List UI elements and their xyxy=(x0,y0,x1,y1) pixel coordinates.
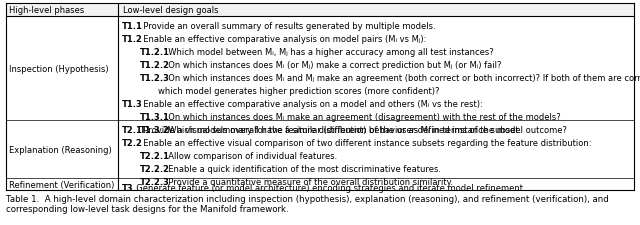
Text: T1.1: T1.1 xyxy=(122,22,143,30)
Text: Table 1.  A high-level domain characterization including inspection (hypothesis): Table 1. A high-level domain characteriz… xyxy=(6,194,609,203)
Text: corresponding low-level task designs for the Manifold framework.: corresponding low-level task designs for… xyxy=(6,204,289,213)
Text: Low-level design goals: Low-level design goals xyxy=(123,6,218,15)
Text: Enable an effective comparative analysis on a model and others (Mᵢ vs the rest):: Enable an effective comparative analysis… xyxy=(138,99,483,108)
Text: T2.2.2: T2.2.2 xyxy=(140,164,170,173)
Text: High-level phases: High-level phases xyxy=(9,6,84,15)
Text: T1.2.3: T1.2.3 xyxy=(140,73,170,82)
Text: On which instances does Mᵢ and Mⱼ make an agreement (both correct or both incorr: On which instances does Mᵢ and Mⱼ make a… xyxy=(163,73,640,82)
Text: Enable a quick identification of the most discriminative features.: Enable a quick identification of the mos… xyxy=(163,164,441,173)
Text: T1.3: T1.3 xyxy=(122,99,143,108)
Text: Refinement (Verification): Refinement (Verification) xyxy=(9,180,115,189)
Text: T1.2: T1.2 xyxy=(122,34,143,43)
Text: T2.1: T2.1 xyxy=(122,126,143,134)
Text: Enable an effective visual comparison of two different instance subsets regardin: Enable an effective visual comparison of… xyxy=(138,138,591,147)
Text: Provide a visual summary for the feature distribution of the user-defined instan: Provide a visual summary for the feature… xyxy=(138,126,521,134)
Text: Allow comparison of individual features.: Allow comparison of individual features. xyxy=(163,151,337,160)
Text: T1.2.2: T1.2.2 xyxy=(140,60,170,69)
Text: T1.3.2: T1.3.2 xyxy=(140,125,170,134)
Text: Which models overall have a similar (different) behavior as Mᵢ in terms of the m: Which models overall have a similar (dif… xyxy=(163,125,567,134)
Text: T2.2: T2.2 xyxy=(122,138,143,147)
Text: Generate feature (or model architecture) encoding strategies and iterate model r: Generate feature (or model architecture)… xyxy=(131,183,525,192)
Text: T1.3.1: T1.3.1 xyxy=(140,112,170,121)
Text: Provide an overall summary of results generated by multiple models.: Provide an overall summary of results ge… xyxy=(138,22,435,30)
Text: T2.2.1: T2.2.1 xyxy=(140,151,170,160)
Text: T1.2.1: T1.2.1 xyxy=(140,47,170,56)
Text: T2.2.3: T2.2.3 xyxy=(140,177,170,186)
Text: Which model between Mᵢ, Mⱼ has a higher accuracy among all test instances?: Which model between Mᵢ, Mⱼ has a higher … xyxy=(163,47,493,56)
Text: On which instances does Mᵢ (or Mⱼ) make a correct prediction but Mⱼ (or Mᵢ) fail: On which instances does Mᵢ (or Mⱼ) make … xyxy=(163,60,501,69)
Text: which model generates higher prediction scores (more confident)?: which model generates higher prediction … xyxy=(158,86,440,95)
Text: Provide a quantitative measure of the overall distribution similarity.: Provide a quantitative measure of the ov… xyxy=(163,177,453,186)
Text: Enable an effective comparative analysis on model pairs (Mᵢ vs Mⱼ):: Enable an effective comparative analysis… xyxy=(138,34,426,43)
Text: T3: T3 xyxy=(122,183,134,192)
Text: Inspection (Hypothesis): Inspection (Hypothesis) xyxy=(9,64,109,73)
Text: On which instances does Mᵢ make an agreement (disagreement) with the rest of the: On which instances does Mᵢ make an agree… xyxy=(163,112,561,121)
Bar xyxy=(6,4,634,17)
Text: Explanation (Reasoning): Explanation (Reasoning) xyxy=(9,145,112,154)
